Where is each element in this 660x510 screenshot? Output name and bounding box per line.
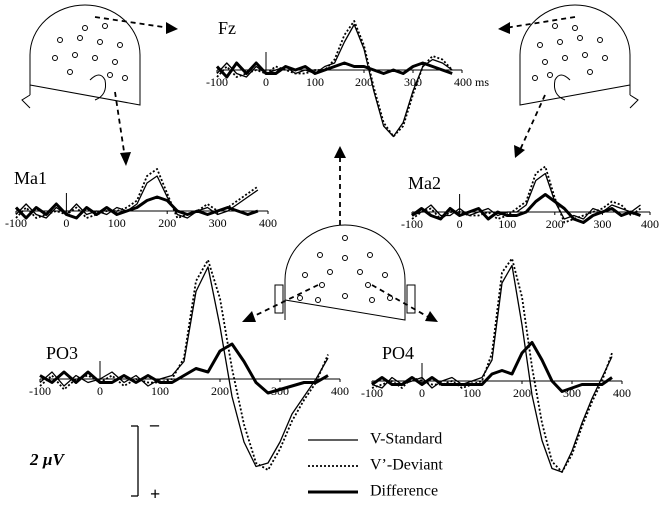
legend-label: V’-Deviant xyxy=(370,457,443,474)
x-tick-label: -100 xyxy=(401,217,423,231)
panel: Ma2 -100 0 100 200 300 400 xyxy=(401,165,659,231)
legend-label: Difference xyxy=(370,483,438,500)
panel: Fz-100 0 100 200 300 400 ms xyxy=(206,18,489,138)
x-tick-label: 400 xyxy=(259,216,277,230)
x-tick-label: 300 xyxy=(593,217,611,231)
waveform xyxy=(371,341,613,393)
waveform xyxy=(216,23,453,138)
scale-label: 2 µV xyxy=(29,450,66,469)
scale-minus: – xyxy=(149,414,160,434)
x-tick-label: 0 xyxy=(263,75,269,89)
waveform xyxy=(411,165,642,224)
panel-title: Ma2 xyxy=(408,173,441,193)
x-tick-label: 0 xyxy=(97,384,103,398)
x-tick-label: -100 xyxy=(29,384,51,398)
x-tick-label: 100 xyxy=(498,217,516,231)
waveform xyxy=(215,61,453,79)
x-tick-label: -100 xyxy=(361,386,383,400)
x-tick-label: 200 xyxy=(513,386,531,400)
x-tick-label: 400 ms xyxy=(454,75,489,89)
panel-title: PO3 xyxy=(46,343,78,363)
panel: Ma1 -100 0 100 200 300 400 xyxy=(5,168,277,230)
head-center xyxy=(274,224,416,321)
waveform xyxy=(411,193,642,224)
legend: V-Standard V’-Deviant Difference xyxy=(308,431,443,500)
x-tick-label: -100 xyxy=(206,75,228,89)
waveform xyxy=(39,342,329,395)
scale-plus: + xyxy=(150,484,160,504)
x-tick-label: 0 xyxy=(457,217,463,231)
arrows xyxy=(94,16,576,322)
x-tick-label: 400 xyxy=(641,217,659,231)
x-tick-label: 100 xyxy=(306,75,324,89)
x-tick-label: 100 xyxy=(108,216,126,230)
head-left xyxy=(21,4,141,109)
panel-title: PO4 xyxy=(382,343,414,363)
panel: PO3-100 0 100 200 300 400 xyxy=(29,259,349,471)
x-tick-label: 300 xyxy=(209,216,227,230)
panel: PO4-100 0 100 200 300 400 xyxy=(361,257,631,473)
waveform xyxy=(371,257,613,473)
x-tick-label: 0 xyxy=(63,216,69,230)
x-tick-label: 200 xyxy=(211,384,229,398)
waveform xyxy=(216,20,453,138)
head-right xyxy=(519,4,639,109)
scale-bar: 2 µV – + xyxy=(29,414,160,504)
x-tick-label: 200 xyxy=(546,217,564,231)
waveform xyxy=(371,264,613,473)
waveform xyxy=(39,266,329,468)
x-tick-label: 0 xyxy=(419,386,425,400)
x-tick-label: 100 xyxy=(151,384,169,398)
panel-title: Ma1 xyxy=(14,168,47,188)
panel-title: Fz xyxy=(218,18,236,38)
x-tick-label: 200 xyxy=(158,216,176,230)
x-tick-label: 400 xyxy=(613,386,631,400)
x-tick-label: 100 xyxy=(463,386,481,400)
x-tick-label: 200 xyxy=(355,75,373,89)
x-tick-label: -100 xyxy=(5,216,27,230)
waveform xyxy=(15,175,259,219)
waveform xyxy=(14,195,259,220)
legend-label: V-Standard xyxy=(370,431,442,448)
x-tick-label: 400 xyxy=(331,384,349,398)
waveform xyxy=(39,259,329,471)
